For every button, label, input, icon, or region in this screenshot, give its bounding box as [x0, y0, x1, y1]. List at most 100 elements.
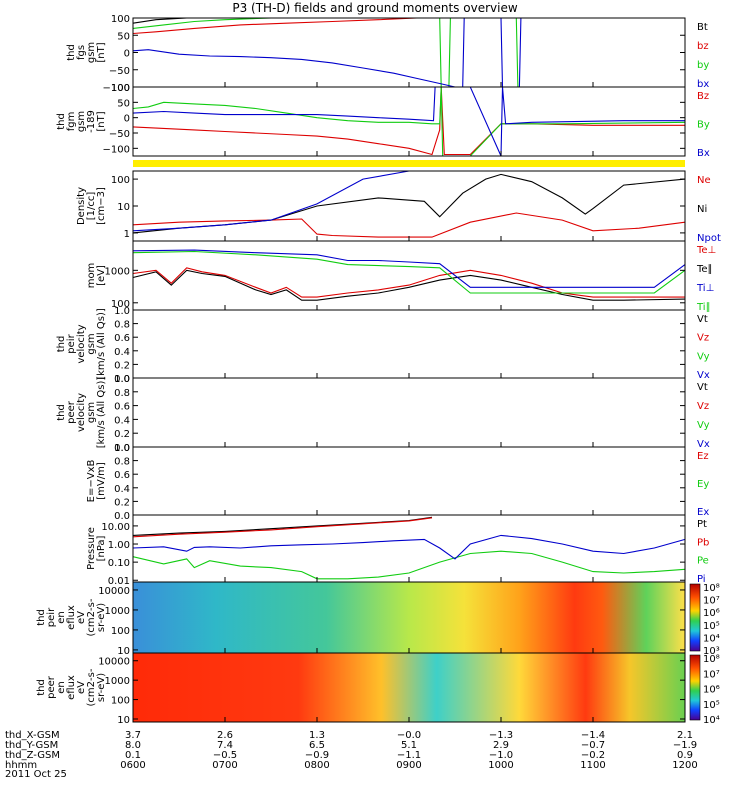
y-axis-label: thd peir velocity gsm [km/s (All Qs)]	[56, 308, 107, 380]
y-axis-label-line: thd	[56, 113, 67, 130]
legend-Pi: Pi	[697, 574, 706, 585]
ephemeris-value: 2.1	[677, 730, 693, 741]
y-tick-label: 10000	[98, 586, 130, 597]
y-axis-label-line: eflux	[66, 675, 77, 700]
ephemeris-value: 8.0	[125, 740, 141, 751]
y-axis-label-line: peir	[46, 607, 57, 627]
legend-Te⊥: Te⊥	[696, 245, 716, 256]
y-axis-label: thd peer velocity gsm [km/s (All Qs)]	[56, 377, 107, 449]
ephemeris-label: thd_Z-GSM	[5, 750, 60, 761]
colorbar-label: 10⁶	[703, 685, 720, 696]
ephemeris-label: thd_X-GSM	[5, 730, 60, 741]
y-tick-label: 0.6	[114, 402, 130, 413]
y-axis-label-line: [cm−3]	[96, 187, 107, 225]
y-axis-label-line: mom	[86, 263, 97, 289]
y-tick-label: 0.4	[114, 347, 130, 358]
y-axis-label-line: eflux	[66, 605, 77, 630]
y-axis-label-line: [eV]	[96, 265, 107, 286]
spectrogram-fill	[133, 653, 685, 722]
series-line-Ne	[132, 212, 686, 238]
series-line-Ti⊥	[132, 249, 686, 288]
y-axis-label-line: [mV/m]	[96, 462, 107, 500]
y-tick-label: 1000	[105, 606, 130, 617]
y-axis-label-line: (cm2-s-	[86, 598, 97, 636]
colorbar-label: 10⁷	[703, 669, 720, 680]
y-tick-label: 0.6	[114, 470, 130, 481]
y-tick-label: 0.6	[114, 333, 130, 344]
ephemeris-value: −0.9	[305, 750, 329, 761]
y-tick-label: 100	[111, 696, 130, 707]
legend-Pb: Pb	[697, 537, 709, 548]
y-axis-label-line: gsm	[86, 42, 97, 63]
legend-Ey: Ey	[697, 479, 709, 490]
y-axis-label: thd peer en eflux eV (cm2-s-sr-eV)	[36, 668, 107, 706]
y-tick-label: 0.2	[114, 497, 130, 508]
colorbar-label: 10³	[703, 646, 720, 657]
ephemeris-value: 0900	[396, 760, 421, 771]
y-axis-label-line: Density	[76, 187, 87, 225]
series-line-Pe	[132, 550, 686, 580]
colorbar	[689, 654, 701, 721]
legend-Ni: Ni	[697, 204, 707, 215]
y-tick-label: 10.00	[101, 522, 130, 533]
series-line-bz	[132, 17, 463, 35]
y-tick-label: 0	[124, 49, 130, 60]
y-tick-label: 100	[111, 626, 130, 637]
colorbar	[689, 583, 701, 652]
legend-bz: bz	[697, 41, 709, 52]
ephemeris-value: −1.9	[673, 740, 697, 751]
series-line-Bx	[132, 86, 685, 157]
ephemeris-value: 1200	[672, 760, 697, 771]
y-tick-label: 100	[111, 14, 130, 25]
y-axis-label-line: eV	[76, 681, 87, 694]
ephemeris-value: 1.3	[309, 730, 325, 741]
legend-Ez: Ez	[697, 451, 709, 462]
y-axis-label-line: [km/s (All Qs)]	[96, 308, 107, 380]
y-axis-label-line: sr-eV)	[96, 673, 107, 702]
y-tick-label: 10	[117, 202, 130, 213]
colorbar-label: 10⁸	[703, 654, 720, 665]
ephemeris-value: −0.7	[581, 740, 605, 751]
y-axis-label: thd fgm gsm -189 [nT]	[56, 110, 107, 133]
y-axis-label-line: thd	[56, 336, 67, 353]
ephemeris-value: 0800	[304, 760, 329, 771]
legend-Npot: Npot	[697, 233, 721, 244]
y-axis-label-line: peir	[66, 333, 77, 353]
y-axis-label-line: E=−VxB	[86, 460, 97, 503]
y-axis-label-line: fgs	[76, 45, 87, 60]
y-axis-label-line: -189	[86, 110, 97, 133]
legend-Vy: Vy	[697, 351, 710, 362]
y-axis-label: E=−VxB [mV/m]	[86, 460, 107, 503]
legend-Ne: Ne	[697, 175, 711, 186]
ephemeris-value: 0700	[212, 760, 237, 771]
y-tick-label: 1.00	[108, 540, 130, 551]
y-tick-label: 0.4	[114, 484, 130, 495]
y-tick-label: 0.0	[114, 511, 130, 522]
legend-Bz: Bz	[697, 91, 709, 102]
y-tick-label: 50	[117, 98, 130, 109]
ephemeris-value: 0600	[120, 760, 145, 771]
legend-By: By	[697, 120, 710, 131]
ephemeris-value: 1000	[488, 760, 513, 771]
y-axis-label-line: eV	[76, 611, 87, 624]
colorbar-label: 10⁵	[703, 700, 720, 711]
ephemeris-value: 2.9	[493, 740, 509, 751]
y-tick-label: 100	[111, 83, 130, 94]
y-axis-label-line: gsm	[86, 333, 97, 354]
colorbar-label: 10⁶	[703, 608, 720, 619]
legend-Pe: Pe	[697, 556, 709, 567]
ephemeris-value: 3.7	[125, 730, 141, 741]
legend-Ti⊥: Ti⊥	[696, 283, 714, 294]
y-axis-label-line: gsm	[76, 111, 87, 132]
legend-Bx: Bx	[697, 148, 710, 159]
y-tick-label: 0.0	[114, 374, 130, 385]
legend-Ex: Ex	[697, 507, 709, 518]
ephemeris-value: −1.4	[581, 730, 605, 741]
legend-Vz: Vz	[697, 401, 709, 412]
y-tick-label: 1000	[105, 676, 130, 687]
series-line-Ti∥	[132, 250, 686, 294]
y-tick-label: 0	[124, 114, 130, 125]
y-tick-label: 1.0	[114, 374, 130, 385]
ephemeris-value: 2.6	[217, 730, 233, 741]
colorbar-label: 10⁴	[703, 715, 720, 726]
